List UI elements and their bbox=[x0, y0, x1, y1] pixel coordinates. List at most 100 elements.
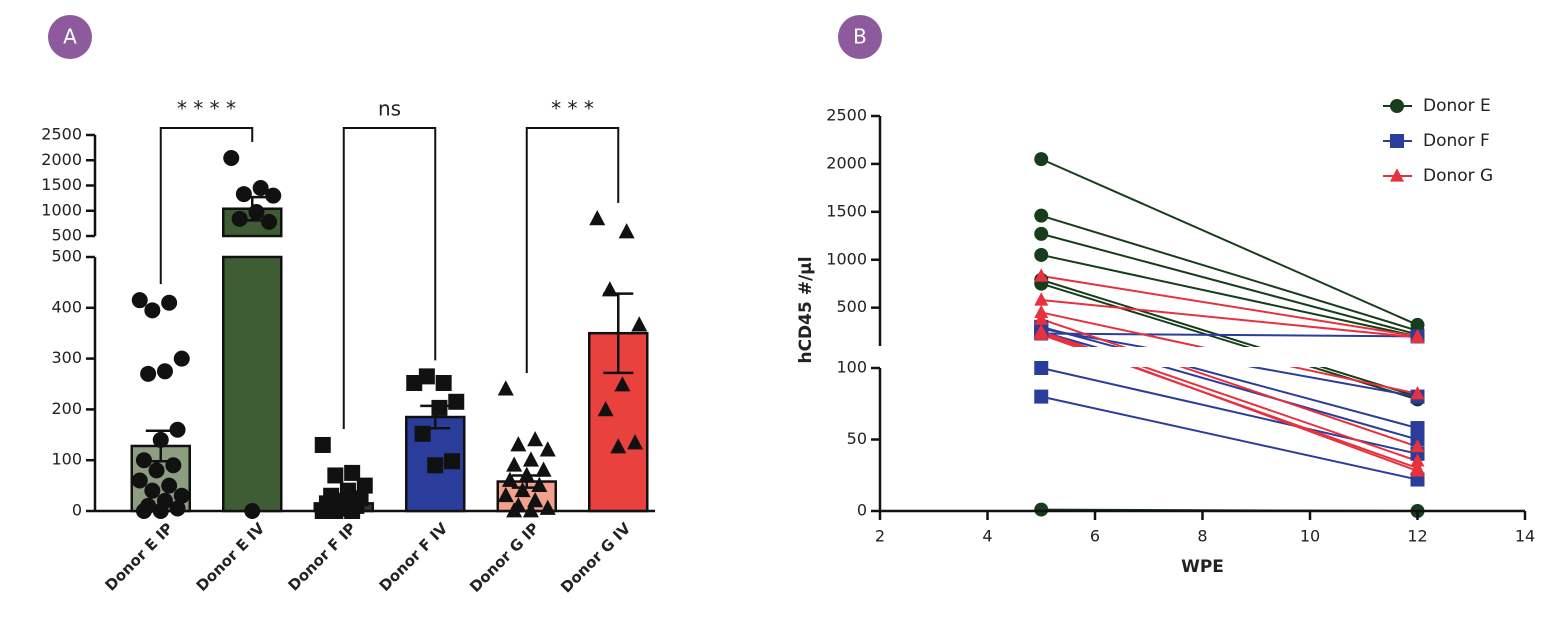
data-point bbox=[161, 477, 178, 494]
data-point bbox=[418, 368, 435, 385]
data-point bbox=[406, 374, 423, 391]
data-point bbox=[244, 503, 261, 519]
data-point bbox=[539, 499, 556, 515]
significance-label: ns bbox=[378, 97, 401, 121]
data-point bbox=[169, 421, 186, 438]
data-point bbox=[144, 482, 161, 499]
data-point bbox=[631, 316, 648, 332]
y-tick-label: 50 bbox=[847, 429, 867, 448]
y-tick-label: 100 bbox=[836, 358, 867, 377]
data-point bbox=[539, 441, 556, 457]
legend-marker bbox=[1390, 134, 1404, 148]
significance-label: * * * * bbox=[177, 97, 236, 121]
y-tick-label: 500 bbox=[51, 226, 82, 245]
data-point bbox=[531, 476, 548, 492]
y-tick-label: 1500 bbox=[826, 201, 867, 220]
data-point bbox=[265, 187, 282, 204]
pair-line bbox=[1041, 395, 1418, 481]
x-tick-label: Donor G IP bbox=[466, 519, 543, 596]
data-point bbox=[1410, 329, 1425, 343]
data-point bbox=[327, 467, 344, 484]
legend-marker bbox=[1390, 168, 1404, 182]
data-point bbox=[610, 438, 627, 454]
x-tick-label: 6 bbox=[1090, 527, 1100, 546]
data-point bbox=[501, 471, 518, 487]
data-point bbox=[506, 502, 523, 518]
legend-label: Donor E bbox=[1423, 96, 1491, 116]
significance-bracket bbox=[159, 127, 254, 285]
data-point bbox=[618, 223, 635, 239]
data-point bbox=[327, 503, 344, 519]
y-tick-label: 1000 bbox=[826, 249, 867, 268]
panel-badge bbox=[838, 15, 882, 59]
data-point bbox=[414, 425, 431, 442]
data-point bbox=[314, 436, 331, 453]
data-point bbox=[518, 466, 535, 482]
bar bbox=[222, 255, 283, 513]
x-tick-label: 2 bbox=[875, 527, 885, 546]
data-point bbox=[1410, 421, 1425, 436]
data-point bbox=[131, 292, 148, 309]
y-tick-label: 2000 bbox=[41, 150, 82, 169]
data-point bbox=[1034, 226, 1049, 241]
y-tick-label: 400 bbox=[51, 297, 82, 316]
data-point bbox=[510, 436, 527, 452]
data-point bbox=[1034, 292, 1049, 306]
data-point bbox=[344, 503, 361, 519]
panel-label: B bbox=[853, 25, 867, 49]
pair-line bbox=[1040, 318, 1418, 448]
data-point bbox=[248, 204, 265, 221]
data-point bbox=[1034, 311, 1049, 325]
x-tick-label: Donor G IV bbox=[557, 519, 634, 596]
data-point bbox=[144, 302, 161, 319]
data-point bbox=[356, 477, 373, 494]
data-point bbox=[169, 500, 186, 517]
data-point bbox=[314, 503, 331, 519]
data-point bbox=[522, 451, 539, 467]
y-tick-label: 2000 bbox=[826, 153, 867, 172]
y-tick-label: 500 bbox=[836, 297, 867, 316]
data-point bbox=[448, 393, 465, 410]
pair-line bbox=[1040, 325, 1418, 430]
pair-line bbox=[1041, 275, 1418, 338]
data-point bbox=[223, 150, 240, 167]
data-point bbox=[1410, 463, 1425, 477]
pair-line bbox=[1041, 253, 1418, 338]
data-point bbox=[1034, 502, 1049, 517]
data-point bbox=[1034, 389, 1049, 404]
legend-label: Donor G bbox=[1423, 166, 1493, 186]
y-tick-label: 1500 bbox=[41, 175, 82, 194]
data-point bbox=[1034, 304, 1049, 319]
data-point bbox=[1410, 453, 1425, 467]
significance-bracket bbox=[342, 127, 437, 429]
data-point bbox=[527, 431, 544, 447]
data-point bbox=[522, 502, 539, 518]
data-point bbox=[1034, 152, 1049, 167]
y-axis-label: hCD45 #/µl bbox=[796, 256, 816, 363]
y-tick-label: 0 bbox=[857, 501, 867, 520]
pair-line bbox=[1040, 214, 1418, 332]
data-point bbox=[1034, 324, 1049, 339]
data-point bbox=[252, 180, 269, 197]
data-point bbox=[235, 186, 252, 203]
data-point bbox=[435, 374, 452, 391]
y-tick-label: 200 bbox=[51, 399, 82, 418]
data-point bbox=[431, 399, 448, 416]
pair-line bbox=[1040, 278, 1418, 398]
axis-break-gap bbox=[882, 347, 1527, 367]
panel-label: A bbox=[63, 25, 77, 49]
data-point bbox=[344, 464, 361, 481]
x-tick-label: Donor E IV bbox=[193, 519, 269, 595]
data-point bbox=[444, 453, 461, 470]
data-point bbox=[140, 365, 157, 382]
data-point bbox=[261, 213, 278, 230]
y-tick-label: 100 bbox=[51, 450, 82, 469]
data-point bbox=[1410, 438, 1425, 453]
x-tick-label: 10 bbox=[1300, 527, 1320, 546]
pair-line bbox=[1041, 299, 1418, 339]
data-point bbox=[589, 210, 606, 226]
x-tick-label: 14 bbox=[1515, 527, 1535, 546]
data-point bbox=[152, 431, 169, 448]
data-point bbox=[1034, 208, 1049, 223]
y-tick-label: 2500 bbox=[41, 125, 82, 144]
